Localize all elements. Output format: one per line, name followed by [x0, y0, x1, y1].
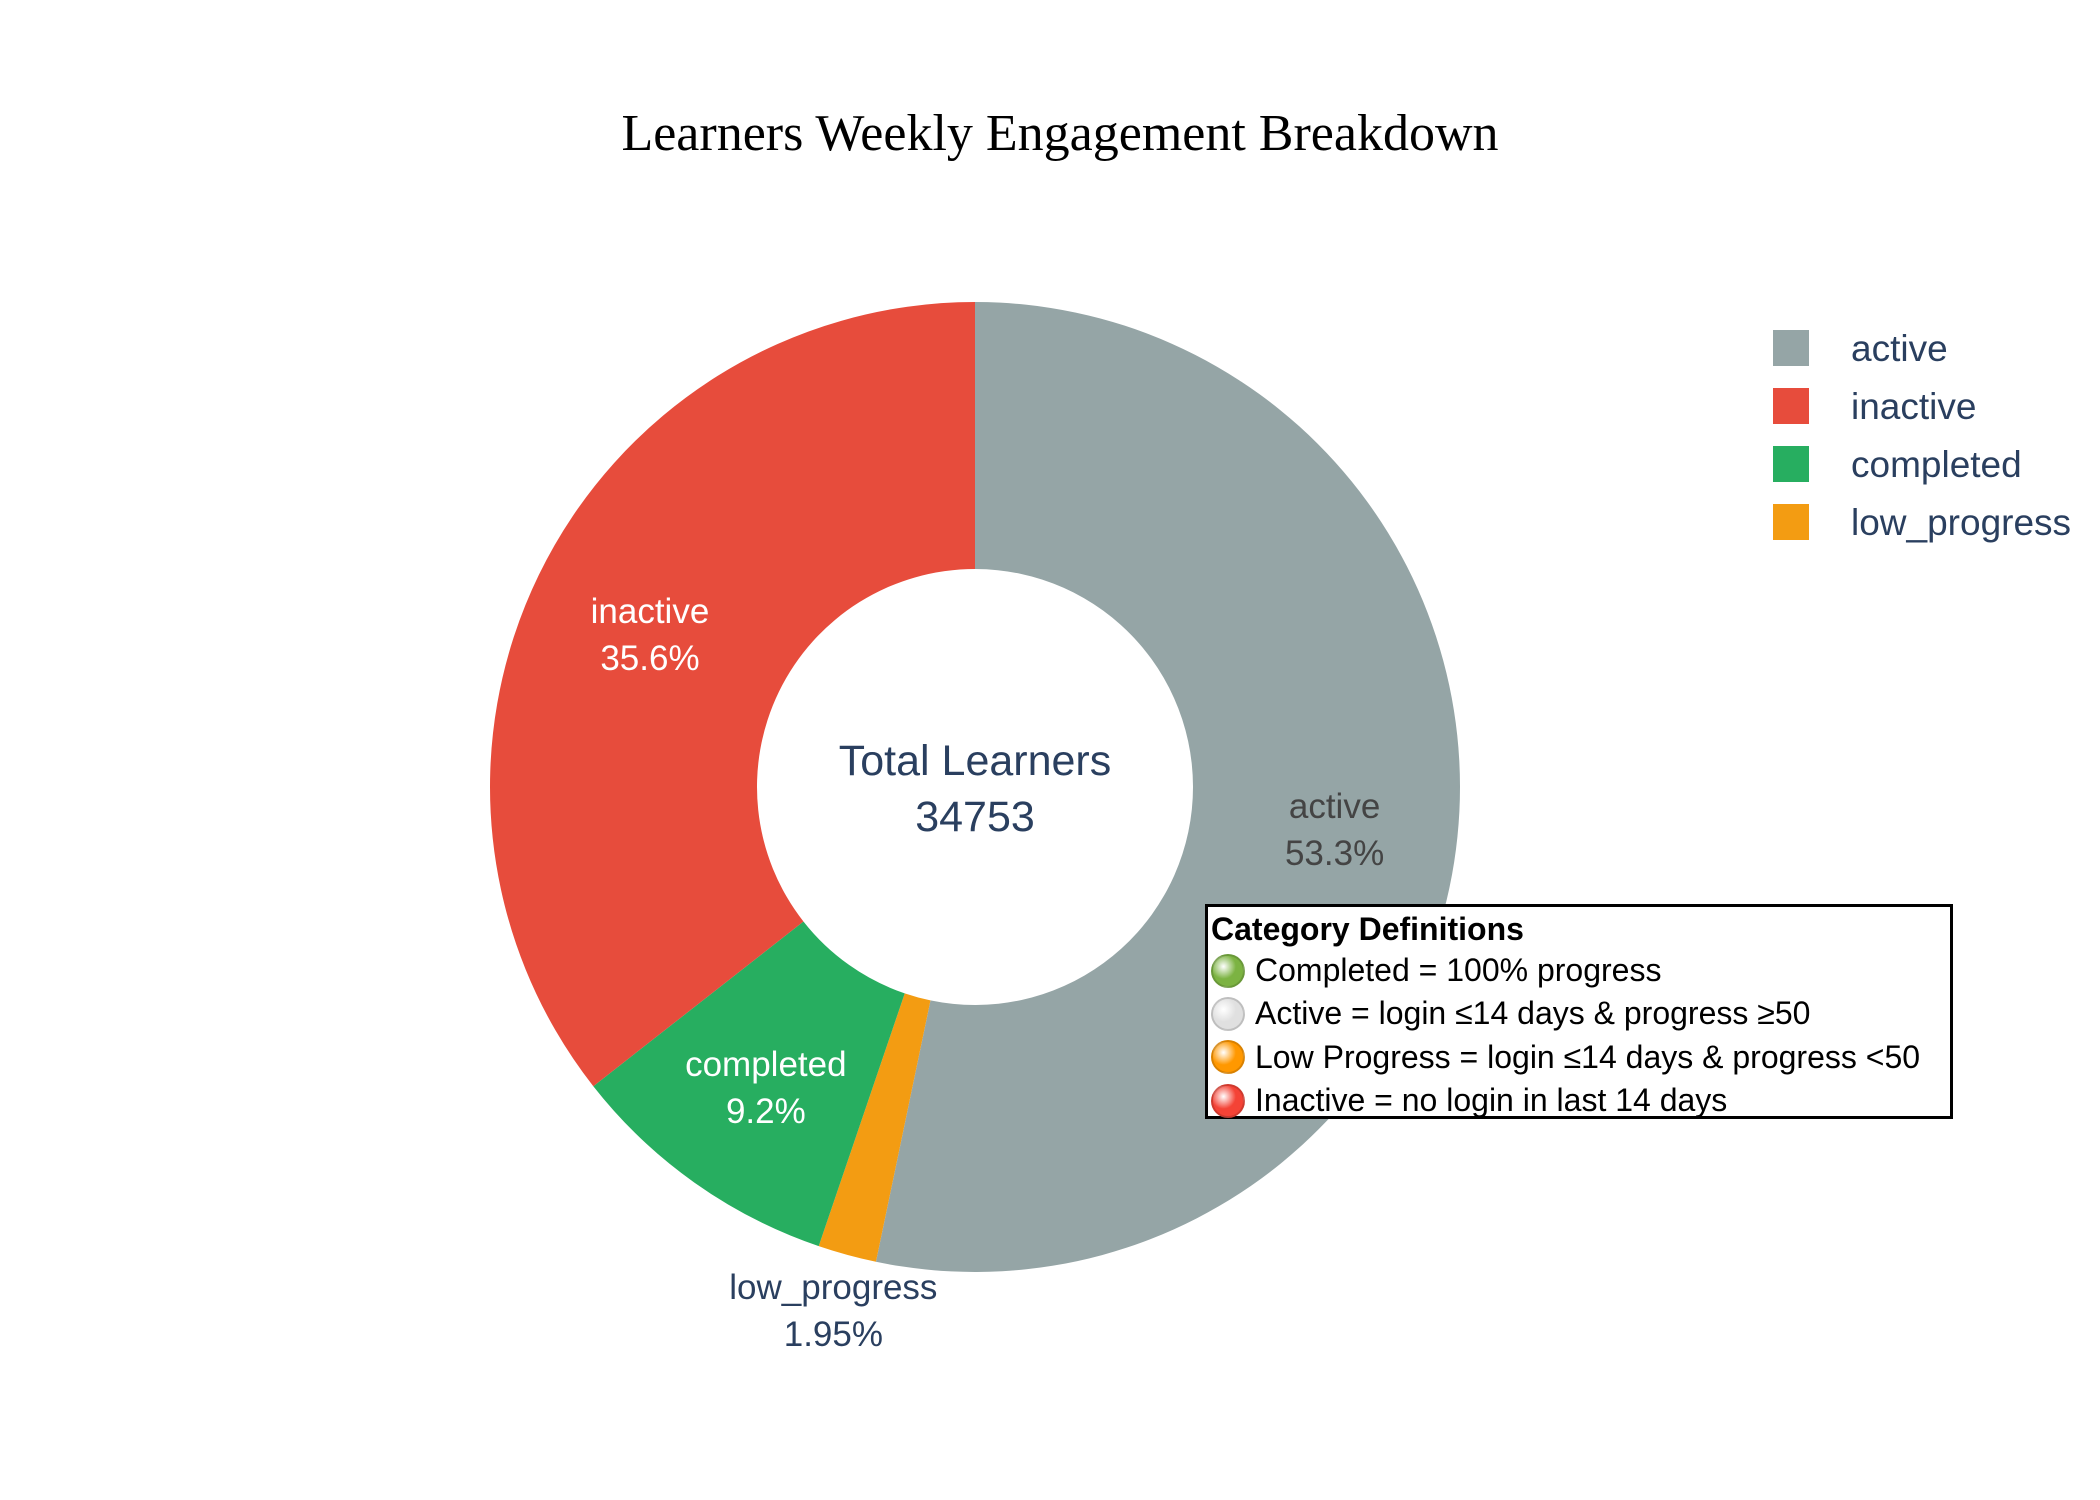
legend-swatch — [1773, 504, 1809, 540]
slice-completed — [593, 921, 905, 1247]
legend-item-completed[interactable]: completed — [1773, 444, 2022, 485]
definition-text: Low Progress = login ≤14 days & progress… — [1255, 1038, 1921, 1075]
definitions-title: Category Definitions — [1211, 911, 1524, 947]
legend: active inactive completed low_progress — [1773, 328, 2071, 543]
category-definitions-box: Category Definitions Completed = 100% pr… — [1205, 904, 1953, 1119]
slice-label-completed: completed 9.2% — [685, 1045, 846, 1131]
legend-label: completed — [1851, 444, 2022, 485]
slice-label-name: inactive — [591, 592, 710, 631]
definition-row: Inactive = no login in last 14 days — [1211, 1079, 1950, 1122]
legend-label: active — [1851, 328, 1948, 369]
definition-text: Active = login ≤14 days & progress ≥50 — [1255, 995, 1811, 1032]
definition-row: Low Progress = login ≤14 days & progress… — [1211, 1036, 1950, 1079]
legend-item-active[interactable]: active — [1773, 328, 1948, 369]
slice-inactive — [489, 302, 975, 1087]
green-circle-icon — [1211, 953, 1245, 988]
slice-label-name: active — [1289, 787, 1380, 826]
center-title: Total Learners — [839, 737, 1112, 785]
slice-label-active: active 53.3% — [1285, 787, 1384, 873]
slice-label-inactive: inactive 35.6% — [591, 592, 710, 678]
slice-label-percent: 1.95% — [784, 1315, 883, 1354]
red-circle-icon — [1211, 1083, 1245, 1118]
legend-item-inactive[interactable]: inactive — [1773, 386, 1976, 427]
legend-swatch — [1773, 330, 1809, 366]
legend-item-low-progress[interactable]: low_progress — [1773, 502, 2071, 543]
legend-swatch — [1773, 446, 1809, 482]
definition-text: Inactive = no login in last 14 days — [1255, 1082, 1728, 1119]
legend-swatch — [1773, 388, 1809, 424]
legend-label: inactive — [1851, 386, 1976, 427]
chart-title: Learners Weekly Engagement Breakdown — [621, 105, 1498, 162]
slice-label-name: completed — [685, 1045, 846, 1084]
slice-low-progress — [818, 993, 931, 1262]
slice-label-name: low_progress — [729, 1268, 937, 1307]
white-circle-icon — [1211, 996, 1245, 1031]
slice-label-percent: 9.2% — [726, 1092, 806, 1131]
definition-row: Completed = 100% progress — [1211, 949, 1950, 992]
slice-labels-group: active 53.3% low_progress 1.95% completed 9.2… — [591, 592, 1385, 1354]
legend-label: low_progress — [1851, 502, 2071, 543]
slice-label-percent: 53.3% — [1285, 834, 1384, 873]
definition-row: Active = login ≤14 days & progress ≥50 — [1211, 992, 1950, 1035]
slice-label-low-progress: low_progress 1.95% — [729, 1268, 937, 1354]
slice-label-percent: 35.6% — [600, 639, 699, 678]
orange-circle-icon — [1211, 1040, 1245, 1075]
definition-text: Completed = 100% progress — [1255, 952, 1662, 989]
center-total: 34753 — [915, 793, 1035, 841]
